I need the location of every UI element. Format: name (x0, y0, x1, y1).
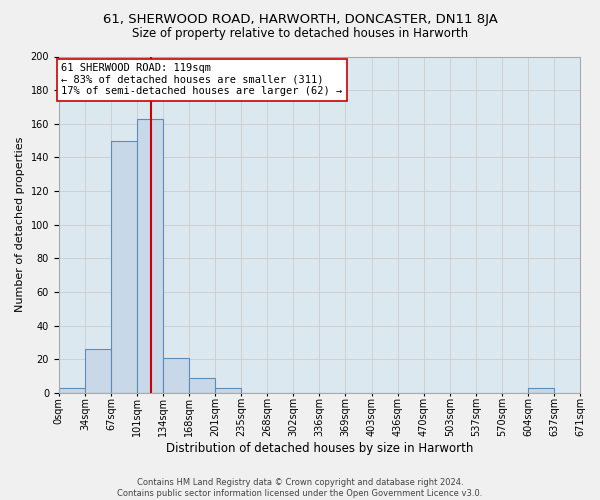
Text: Size of property relative to detached houses in Harworth: Size of property relative to detached ho… (132, 28, 468, 40)
Bar (137, 118, 163, 393)
X-axis label: Distribution of detached houses by size in Harworth: Distribution of detached houses by size … (166, 442, 473, 455)
Bar (85, 349, 111, 393)
Text: Contains HM Land Registry data © Crown copyright and database right 2024.
Contai: Contains HM Land Registry data © Crown c… (118, 478, 482, 498)
Bar (59, 388, 85, 393)
Bar (189, 378, 215, 393)
Bar (528, 388, 554, 393)
Bar (215, 388, 241, 393)
Text: 61, SHERWOOD ROAD, HARWORTH, DONCASTER, DN11 8JA: 61, SHERWOOD ROAD, HARWORTH, DONCASTER, … (103, 12, 497, 26)
Y-axis label: Number of detached properties: Number of detached properties (15, 137, 25, 312)
Bar (163, 358, 189, 393)
Text: 61 SHERWOOD ROAD: 119sqm
← 83% of detached houses are smaller (311)
17% of semi-: 61 SHERWOOD ROAD: 119sqm ← 83% of detach… (61, 63, 343, 96)
Bar (111, 140, 137, 393)
